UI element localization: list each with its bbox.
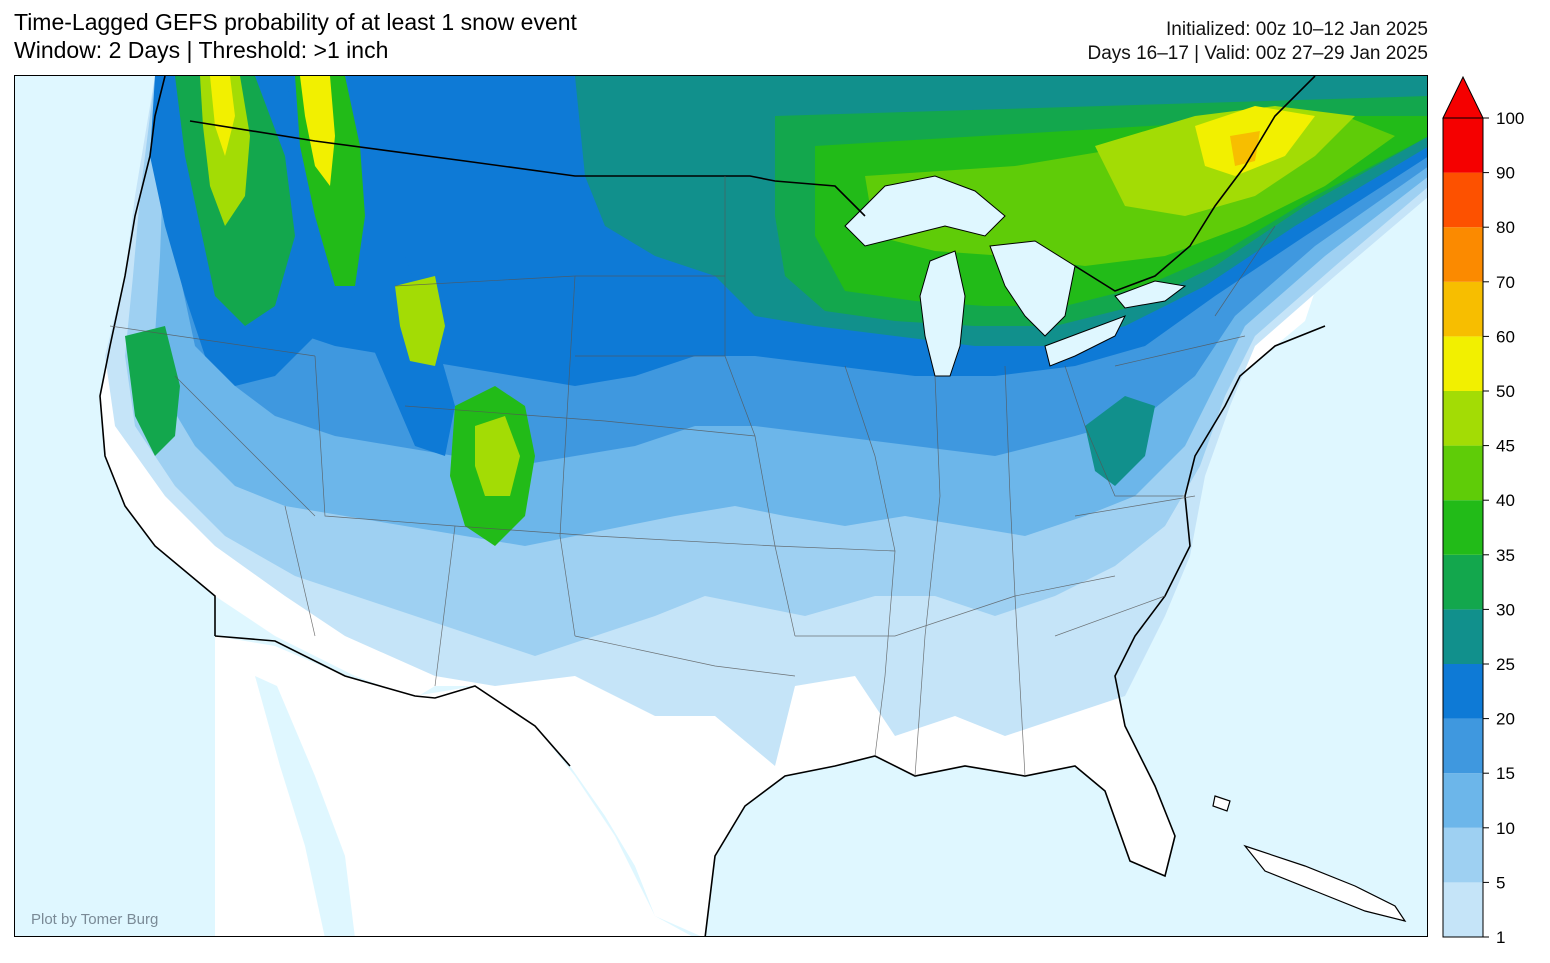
state-line: [314, 355, 596, 537]
title-line-1: Time-Lagged GEFS probability of at least…: [14, 9, 577, 35]
colorbar-swatches: [1442, 75, 1484, 938]
colorbar-swatch: [1443, 336, 1483, 391]
state-line: [604, 420, 756, 437]
state-line: [574, 635, 796, 677]
state-line: [174, 375, 316, 517]
colorbar-label: 90: [1496, 164, 1515, 183]
islands: [1212, 795, 1407, 922]
title-line-2: Window: 2 Days | Threshold: >1 inch: [14, 37, 389, 63]
colorbar-swatch: [1443, 718, 1483, 774]
colorbar-swatch: [1443, 227, 1483, 282]
prob-oregon-30: [125, 326, 180, 456]
us-mexico-border: [214, 635, 571, 767]
state-line: [1114, 335, 1246, 367]
valid-text: Days 16–17 | Valid: 00z 27–29 Jan 2025: [1087, 43, 1429, 64]
state-line: [1004, 365, 1026, 777]
colorbar-label: 10: [1496, 819, 1515, 838]
state-line: [284, 505, 316, 637]
lake-erie: [1044, 315, 1127, 367]
state-line: [1064, 365, 1185, 497]
colorbar-swatch: [1443, 773, 1483, 828]
colorbar-label: 100: [1496, 109, 1524, 128]
boundaries: [99, 76, 1326, 936]
prob-colorado-50: [475, 416, 520, 496]
prob-60-70: [1230, 131, 1260, 166]
colorbar-label: 1: [1496, 928, 1505, 945]
colorbar-swatch: [1443, 391, 1483, 446]
coastline-east: [704, 325, 1326, 936]
great-lakes: [844, 175, 1187, 377]
colorbar-swatch: [1443, 827, 1483, 883]
colorbar-label: 60: [1496, 327, 1515, 346]
colorbar-swatch: [1443, 445, 1483, 501]
credit-text: Plot by Tomer Burg: [31, 911, 159, 928]
us-canada-border: [189, 120, 866, 217]
colorbar-swatch: [1443, 664, 1483, 719]
state-line: [914, 375, 941, 777]
colorbar-label: 80: [1496, 218, 1515, 237]
state-line: [1074, 495, 1196, 517]
coastline-west: [99, 76, 216, 636]
map-frame: Plot by Tomer Burg: [14, 75, 1428, 937]
lake-ontario: [1114, 280, 1187, 309]
colorbar-extend-arrow: [1442, 75, 1484, 119]
bahamas-outline: [1212, 795, 1231, 812]
prob-wyoming-45: [395, 276, 445, 366]
colorbar-swatch: [1443, 609, 1483, 664]
lake-huron: [989, 240, 1076, 337]
cuba-outline: [1243, 844, 1407, 922]
colorbar-swatch: [1443, 118, 1483, 173]
state-line: [795, 575, 1116, 637]
state-line: [1054, 595, 1166, 637]
colorbar-label: 5: [1496, 873, 1505, 892]
probability-fill: [105, 76, 1427, 766]
map-svg: [15, 76, 1427, 936]
colorbar-label: 45: [1496, 437, 1515, 456]
colorbar-swatch: [1443, 882, 1483, 937]
initialized-text: Initialized: 00z 10–12 Jan 2025: [1166, 19, 1428, 40]
prob-west-60: [210, 76, 235, 156]
colorbar-label: 15: [1496, 764, 1515, 783]
info-block: Initialized: 00z 10–12 Jan 2025 Days 16–…: [1088, 18, 1429, 66]
lake-michigan: [919, 250, 966, 377]
colorbar-swatch: [1443, 554, 1483, 610]
state-lines: [109, 176, 1276, 777]
prob-rockies-50: [300, 76, 335, 186]
colorbar-label: 25: [1496, 655, 1515, 674]
colorbar-swatch: [1443, 281, 1483, 337]
state-line: [434, 525, 456, 687]
colorbar-label: 35: [1496, 546, 1515, 565]
colorbar-swatch: [1443, 172, 1483, 228]
state-line: [404, 405, 606, 422]
title-block: Time-Lagged GEFS probability of at least…: [14, 8, 577, 64]
colorbar-label: 30: [1496, 600, 1515, 619]
state-line: [844, 365, 896, 757]
state-line: [1214, 225, 1276, 317]
colorbar-label: 20: [1496, 710, 1515, 729]
lake-superior: [844, 175, 1006, 247]
gulf-water: [705, 758, 1180, 936]
colorbar-label: 40: [1496, 491, 1515, 510]
colorbar-label: 70: [1496, 273, 1515, 292]
state-line: [559, 275, 576, 637]
prob-appalachian-25: [1085, 396, 1155, 486]
colorbar-label: 50: [1496, 382, 1515, 401]
baja-gulf: [255, 676, 355, 936]
colorbar-frame: [1442, 117, 1484, 938]
us-canada-border-east: [1074, 76, 1316, 292]
colorbar-swatch: [1443, 500, 1483, 555]
state-line: [109, 325, 316, 357]
